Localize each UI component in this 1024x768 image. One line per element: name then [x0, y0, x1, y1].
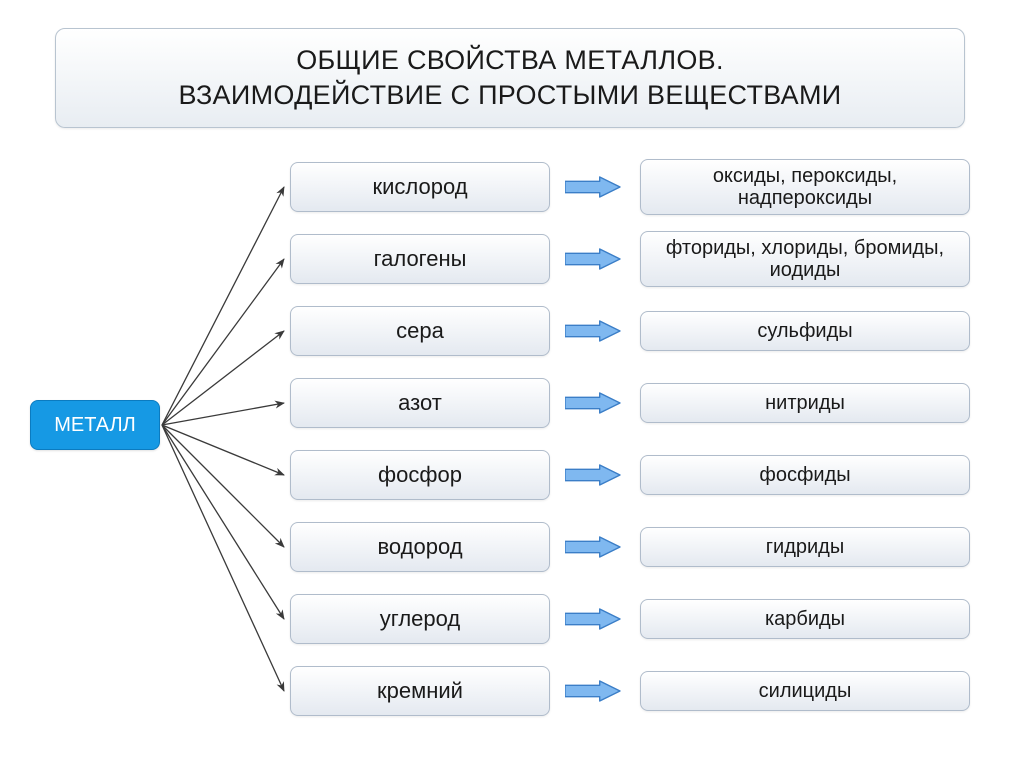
- root-label: МЕТАЛЛ: [54, 414, 136, 437]
- reagent-box: сера: [290, 306, 550, 356]
- blue-arrow-icon: [565, 392, 621, 414]
- reagent-box: кислород: [290, 162, 550, 212]
- product-label: сульфиды: [757, 320, 852, 342]
- blue-arrow-icon: [565, 248, 621, 270]
- reagent-label: сера: [396, 318, 444, 344]
- reagent-box: фосфор: [290, 450, 550, 500]
- reagent-label: кремний: [377, 678, 463, 704]
- product-label: нитриды: [765, 392, 845, 414]
- reagent-box: кремний: [290, 666, 550, 716]
- product-box: гидриды: [640, 527, 970, 567]
- reagent-label: углерод: [380, 606, 460, 632]
- blue-arrow-icon: [565, 176, 621, 198]
- reagent-box: азот: [290, 378, 550, 428]
- reagent-box: углерод: [290, 594, 550, 644]
- reagent-box: галогены: [290, 234, 550, 284]
- title-line1: ОБЩИЕ СВОЙСТВА МЕТАЛЛОВ.: [296, 45, 724, 75]
- product-box: карбиды: [640, 599, 970, 639]
- product-label: фосфиды: [759, 464, 850, 486]
- product-box: фториды, хлориды, бромиды, иодиды: [640, 231, 970, 287]
- reagent-label: фосфор: [378, 462, 462, 488]
- product-label: гидриды: [766, 536, 844, 558]
- product-box: нитриды: [640, 383, 970, 423]
- reagent-label: кислород: [372, 174, 467, 200]
- root-node-metal: МЕТАЛЛ: [30, 400, 160, 450]
- title-box: ОБЩИЕ СВОЙСТВА МЕТАЛЛОВ. ВЗАИМОДЕЙСТВИЕ …: [55, 28, 965, 128]
- product-label: оксиды, пероксиды, надпероксиды: [649, 165, 961, 209]
- reagent-label: азот: [398, 390, 442, 416]
- reagent-box: водород: [290, 522, 550, 572]
- product-box: оксиды, пероксиды, надпероксиды: [640, 159, 970, 215]
- blue-arrow-icon: [565, 536, 621, 558]
- product-label: карбиды: [765, 608, 845, 630]
- blue-arrow-icon: [565, 608, 621, 630]
- reagent-label: галогены: [374, 246, 467, 272]
- title-line2: ВЗАИМОДЕЙСТВИЕ С ПРОСТЫМИ ВЕЩЕСТВАМИ: [179, 80, 842, 110]
- title-text: ОБЩИЕ СВОЙСТВА МЕТАЛЛОВ. ВЗАИМОДЕЙСТВИЕ …: [179, 43, 842, 113]
- product-label: силициды: [759, 680, 852, 702]
- product-box: фосфиды: [640, 455, 970, 495]
- blue-arrow-icon: [565, 464, 621, 486]
- product-label: фториды, хлориды, бромиды, иодиды: [649, 237, 961, 281]
- product-box: сульфиды: [640, 311, 970, 351]
- blue-arrow-icon: [565, 680, 621, 702]
- blue-arrow-icon: [565, 320, 621, 342]
- reagent-label: водород: [377, 534, 462, 560]
- product-box: силициды: [640, 671, 970, 711]
